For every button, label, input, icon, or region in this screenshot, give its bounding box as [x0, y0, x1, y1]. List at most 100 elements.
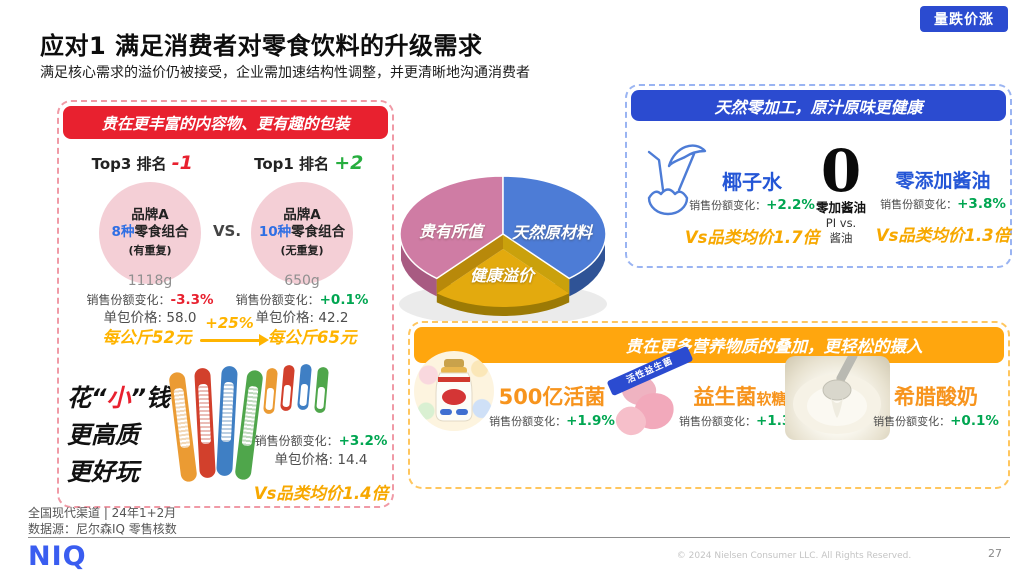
blue-panel-ribbon: 天然零加工，原汁原味更健康: [631, 90, 1006, 121]
gummy-title-small: 软糖: [756, 390, 787, 408]
pie-label-health-premium: 健康溢价: [469, 266, 534, 285]
blue-panel: 天然零加工，原汁原味更健康 椰子水 销售份额变化：+2.2% Vs品类均价1.7…: [625, 84, 1012, 268]
unit-price: 单包价格: 58.0: [103, 310, 197, 327]
live-bacteria-item: 500亿活菌 销售份额变化：+1.9%: [485, 383, 619, 431]
zero-glyph: 0: [820, 137, 862, 205]
snack-cap: [280, 364, 295, 412]
zero-added-block: 0 零加酱油 PI vs. 酱油: [805, 142, 877, 246]
yellow-panel: 贵在更多营养物质的叠加，更轻松的摄入 500亿活菌 销售份额变化：+1.9% V…: [408, 321, 1010, 489]
share-change-label: 销售份额变化：: [679, 415, 756, 429]
share-change-label: 销售份额变化：: [86, 292, 171, 307]
zero-soy-caption: 零加酱油: [815, 200, 866, 215]
snack-caps-image: [263, 363, 365, 424]
tube-label: [220, 381, 235, 443]
share-change: 销售份额变化：+0.1%: [870, 412, 1002, 431]
snack-cap: [314, 366, 329, 414]
share-change: 销售份额变化：+1.3%: [679, 412, 805, 431]
share-change: 销售份额变化：+0.1%: [227, 291, 377, 309]
rank-top1-delta: +2: [334, 152, 364, 174]
vs-category-price: Vs品类均价1.4倍: [253, 483, 389, 503]
rank-top1-label: Top1 排名: [254, 155, 330, 173]
vs-category-price: Vs品类均价1.7倍: [684, 227, 820, 247]
rank-top3-delta: -1: [171, 152, 193, 174]
yellow-panel-ribbon: 贵在更多营养物质的叠加，更轻松的摄入: [414, 327, 1004, 363]
greek-yogurt-title: 希腊酸奶: [894, 385, 978, 409]
pack-weight: 650g: [284, 273, 320, 289]
brand-circle-right: 品牌A 10种零食组合 (无重复): [251, 182, 353, 284]
gummy-title: 益生菌软糖: [679, 383, 801, 412]
coconut-water-title: 椰子水: [722, 170, 782, 194]
share-change-value: +1.9%: [566, 413, 615, 430]
share-change-label: 销售份额变化：: [880, 197, 958, 211]
price-per-kg-row: 每公斤52元 +25% 每公斤65元: [73, 314, 386, 350]
footer-divider: [28, 537, 1010, 538]
snack-cap: [297, 363, 312, 411]
share-change: 销售份额变化：+2.2%: [677, 196, 827, 215]
copyright: © 2024 Nielsen Consumer LLC. All Rights …: [676, 551, 912, 561]
tube-label: [197, 383, 212, 445]
slogan-prefix: 花“: [67, 384, 107, 412]
stats-right: 650g 销售份额变化：+0.1% 单包价格: 42.2: [227, 272, 377, 327]
page-title: 应对1 满足消费者对零食饮料的升级需求: [40, 32, 483, 60]
tube-stats: 销售份额变化：+3.2% 单包价格: 14.4 Vs品类均价1.4倍: [247, 432, 395, 505]
rank-top3: Top3 排名 -1: [59, 152, 226, 174]
gummy-title-main: 益生菌: [693, 385, 757, 409]
greek-yogurt-item: 希腊酸奶 销售份额变化：+0.1%: [870, 383, 1002, 431]
combo-note: (无重复): [280, 243, 324, 257]
combo-count: 8种: [111, 224, 135, 241]
unit-price: 单包价格: 42.2: [255, 310, 349, 327]
snack-tube: [216, 365, 238, 477]
vs-label: VS.: [212, 222, 242, 240]
soy-sauce-item: 零添加酱油 销售份额变化：+3.8% Vs品类均价1.3倍: [875, 168, 1011, 248]
brand-circle-left: 品牌A 8种零食组合 (有重复): [99, 182, 201, 284]
footer-data-source: 数据源：尼尔森IQ 零售核数: [28, 522, 177, 536]
right-arrow-icon: [199, 334, 269, 346]
probiotic-bottle-image: [414, 351, 494, 431]
slogan-line1: 花“小”钱: [67, 380, 170, 417]
left-panel-ribbon: 贵在更丰富的内容物、更有趣的包装: [63, 106, 388, 139]
slogan-accent: 小: [106, 384, 131, 412]
share-change-label: 销售份额变化：: [254, 434, 339, 448]
combo-note: (有重复): [128, 243, 172, 257]
brand-desc: 10种零食组合 (无重复): [257, 224, 347, 259]
vs-category-price: Vs品类均价1.3倍: [875, 226, 1011, 246]
share-change-label: 销售份额变化：: [689, 199, 767, 212]
combo-desc: 零食组合: [291, 224, 346, 241]
price-per-kg-from: 每公斤52元: [102, 328, 192, 347]
gummy-item: 益生菌软糖 销售份额变化：+1.3%: [679, 383, 805, 431]
share-change: 销售份额变化：-3.3%: [75, 291, 225, 309]
brand-name: 品牌A: [283, 206, 321, 223]
zero-soy-vs: 酱油: [829, 230, 853, 245]
page-subtitle: 满足核心需求的溢价仍被接受，企业需加速结构性调整，并更清晰地沟通消费者: [40, 65, 530, 81]
niq-logo: NIQ: [28, 541, 87, 572]
rank-top3-label: Top3 排名: [91, 155, 167, 173]
share-change-label: 销售份额变化：: [489, 415, 567, 429]
share-change-value: +2.2%: [766, 197, 815, 213]
slogan-line2: 更高质: [67, 421, 139, 449]
share-change-value: +3.2%: [338, 433, 388, 449]
footer-channel-period: 全国现代渠道 | 24年1+2月: [28, 506, 177, 520]
snack-tube: [194, 367, 216, 479]
increase-arrow-wrap: +25%: [197, 314, 269, 350]
share-change-label: 销售份额变化：: [873, 415, 951, 429]
coconut-drink-icon: [647, 144, 707, 216]
pie-label-value-for-money: 贵有所值: [418, 222, 483, 241]
pie-label-natural-ingredients: 天然原材料: [511, 223, 592, 242]
pack-weight: 1118g: [127, 273, 173, 289]
rank-top1: Top1 排名 +2: [226, 152, 393, 174]
zero-soy-pi: PI vs.: [825, 215, 857, 230]
coconut-water-item: 椰子水 销售份额变化：+2.2% Vs品类均价1.7倍: [677, 168, 827, 249]
share-change: 销售份额变化：+3.2%: [247, 432, 395, 451]
price-increase-percent: +25%: [205, 314, 254, 332]
combo-count: 10种: [258, 224, 292, 241]
soy-sauce-title: 零添加酱油: [895, 170, 991, 192]
slogan-line3: 更好玩: [67, 458, 139, 486]
combo-desc: 零食组合: [134, 224, 189, 241]
tube-label: [173, 387, 191, 449]
brand-name: 品牌A: [131, 206, 169, 223]
share-change: 销售份额变化：+3.8%: [875, 195, 1011, 214]
unit-price: 单包价格: 14.4: [274, 451, 368, 468]
pie-chart: [399, 175, 607, 326]
share-change-value: -3.3%: [170, 291, 214, 308]
